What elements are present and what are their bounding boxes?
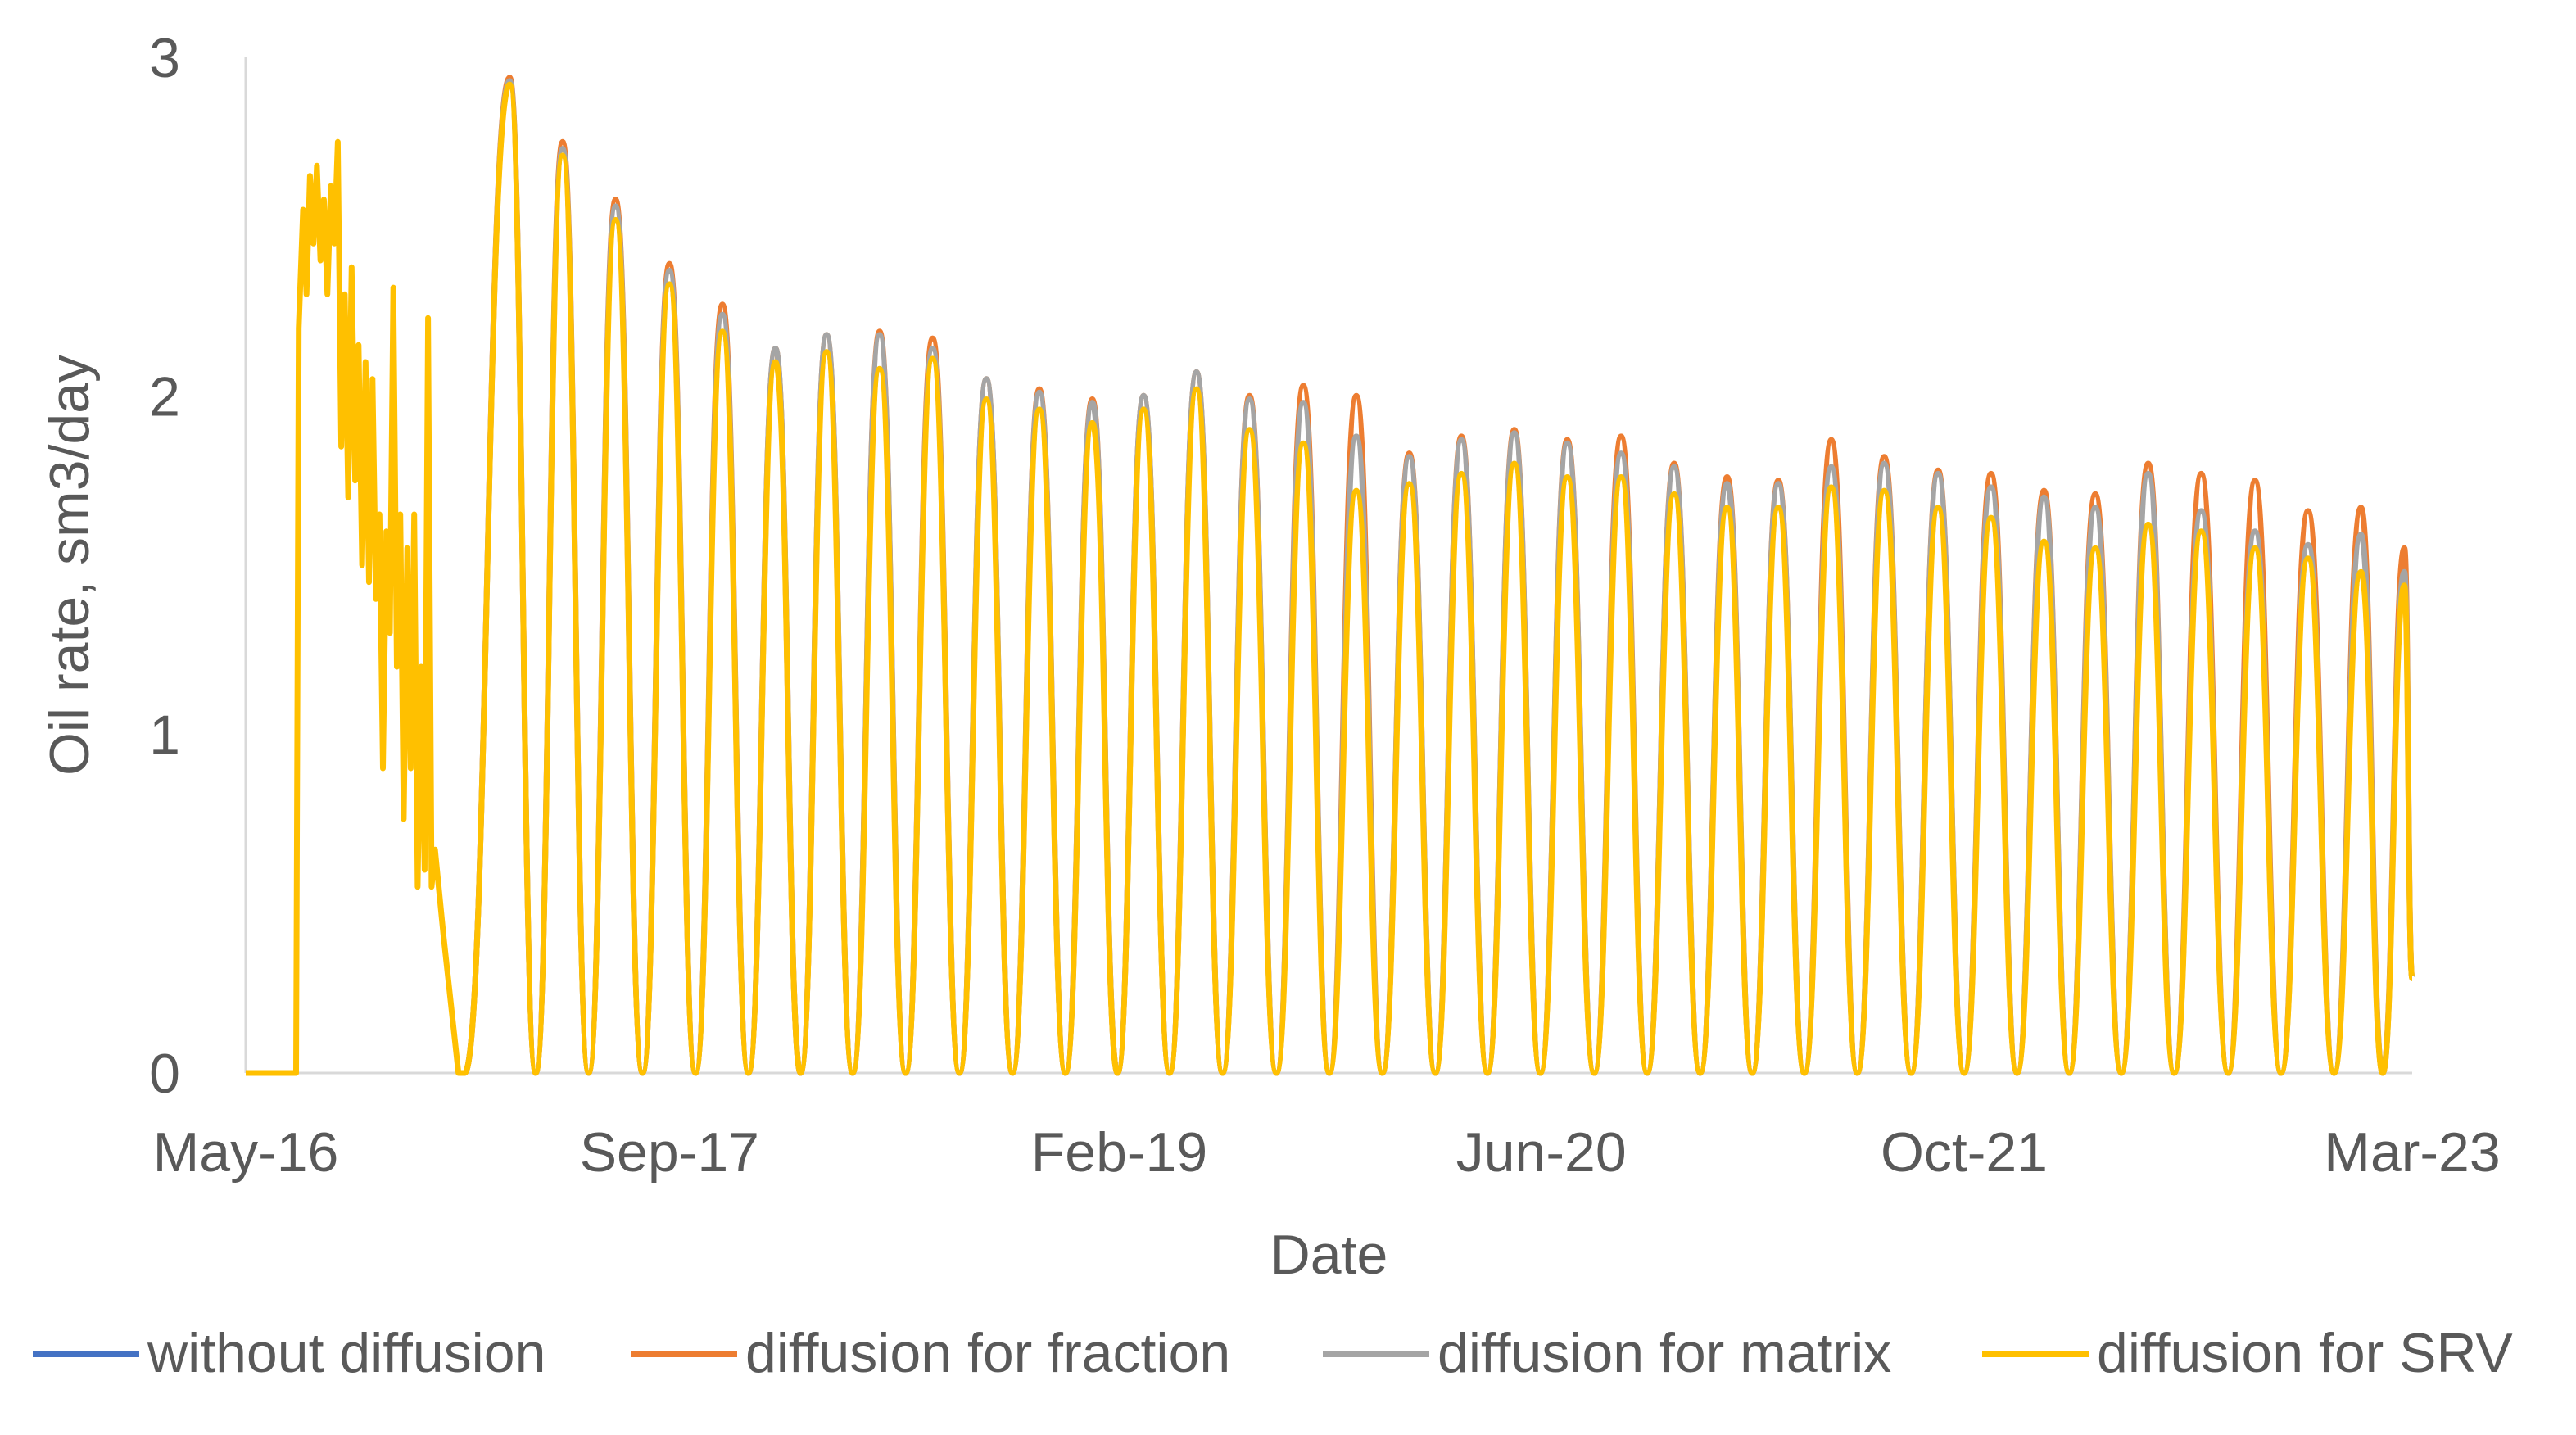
y-axis-label: Oil rate, sm3/day bbox=[38, 355, 101, 776]
legend-item: diffusion for SRV bbox=[1982, 1322, 2513, 1384]
x-axis-label: Date bbox=[1270, 1224, 1388, 1286]
plot-area bbox=[246, 75, 2415, 1076]
x-tick-label: Jun-20 bbox=[1456, 1121, 1627, 1184]
legend-item: diffusion for matrix bbox=[1323, 1322, 1891, 1384]
series-line-diffusion-for-srv bbox=[246, 81, 2415, 1076]
y-tick-label: 2 bbox=[149, 365, 180, 428]
x-tick-label: Oct-21 bbox=[1881, 1121, 2048, 1184]
legend-label: diffusion for matrix bbox=[1437, 1322, 1891, 1384]
x-tick-label: Sep-17 bbox=[580, 1121, 759, 1184]
legend-label: diffusion for SRV bbox=[2097, 1322, 2513, 1384]
x-tick-label: Feb-19 bbox=[1031, 1121, 1207, 1184]
x-tick-label: May-16 bbox=[153, 1121, 339, 1184]
y-tick-label: 0 bbox=[149, 1043, 180, 1105]
y-tick-label: 1 bbox=[149, 704, 180, 767]
legend-item: diffusion for fraction bbox=[631, 1322, 1230, 1384]
x-axis-ticks: May-16 Sep-17 Feb-19 Jun-20 Oct-21 Mar-23 bbox=[153, 1121, 2501, 1184]
legend-label: diffusion for fraction bbox=[745, 1322, 1230, 1384]
legend-label: without diffusion bbox=[147, 1322, 546, 1384]
y-axis-ticks: 0 1 2 3 bbox=[149, 27, 180, 1105]
x-tick-label: Mar-23 bbox=[2324, 1121, 2500, 1184]
legend-item: without diffusion bbox=[33, 1322, 546, 1384]
legend: without diffusion diffusion for fraction d… bbox=[33, 1322, 2513, 1384]
y-tick-label: 3 bbox=[149, 27, 180, 89]
